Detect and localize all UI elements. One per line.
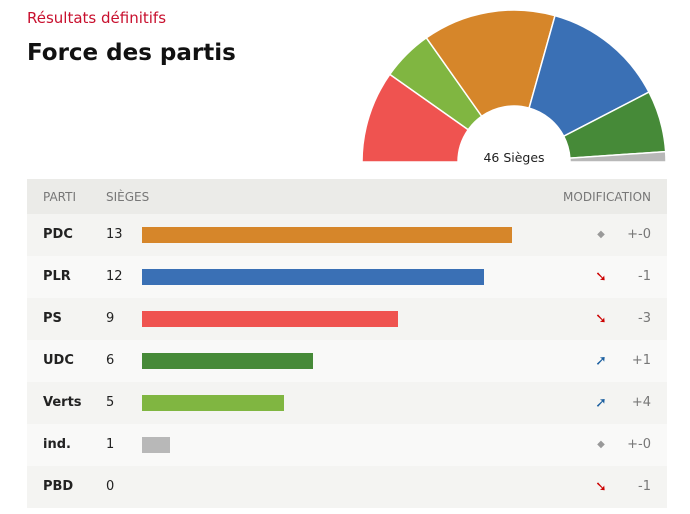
table-row: ind. 1 ◆ +-0 (27, 424, 667, 466)
trend-same-icon: ◆ (597, 229, 605, 240)
seat-change: -1 (638, 269, 651, 284)
hemicycle-segment-plr (528, 14, 650, 138)
subtitle: Résultats définitifs (27, 9, 167, 27)
table-row: PLR 12 ➘ -1 (27, 256, 667, 298)
seat-count: 13 (106, 227, 123, 242)
hemicycle-segment-pdc (425, 9, 556, 118)
seat-count: 6 (106, 353, 115, 368)
seat-count: 1 (106, 437, 115, 452)
party-name: ind. (43, 437, 71, 452)
table-header: PARTI SIÈGES MODIFICATION (27, 179, 667, 214)
header-change: MODIFICATION (563, 189, 651, 204)
seat-change: +-0 (627, 227, 651, 242)
seat-bar (142, 311, 399, 327)
party-name: Verts (43, 395, 82, 410)
hemicycle-chart (361, 9, 667, 163)
results-table: PARTI SIÈGES MODIFICATION PDC 13 ◆ +-0 PL… (27, 179, 667, 508)
seat-count: 0 (106, 479, 115, 494)
hemicycle-segment-ind (569, 150, 667, 163)
seat-bar (142, 395, 285, 411)
seat-change: +1 (631, 353, 651, 368)
seat-change: -1 (638, 479, 651, 494)
trend-same-icon: ◆ (597, 439, 605, 450)
seat-bar (142, 353, 313, 369)
seat-count: 5 (106, 395, 115, 410)
table-row: UDC 6 ➚ +1 (27, 340, 667, 382)
trend-up-icon: ➚ (595, 353, 607, 369)
seat-bar (142, 269, 484, 285)
party-name: PBD (43, 479, 74, 494)
total-seats-label: 46 Sièges (483, 150, 545, 165)
table-row: PBD 0 ➘ -1 (27, 466, 667, 508)
table-row: Verts 5 ➚ +4 (27, 382, 667, 424)
party-name: PS (43, 311, 62, 326)
party-name: UDC (43, 353, 74, 368)
party-name: PLR (43, 269, 71, 284)
seat-count: 12 (106, 269, 123, 284)
trend-down-icon: ➘ (595, 269, 607, 285)
trend-up-icon: ➚ (595, 395, 607, 411)
seat-change: -3 (638, 311, 651, 326)
table-row: PS 9 ➘ -3 (27, 298, 667, 340)
table-row: PDC 13 ◆ +-0 (27, 214, 667, 256)
party-name: PDC (43, 227, 73, 242)
header-party: PARTI (43, 189, 77, 204)
seat-change: +4 (631, 395, 651, 410)
page-title: Force des partis (27, 40, 236, 66)
trend-down-icon: ➘ (595, 311, 607, 327)
seat-count: 9 (106, 311, 115, 326)
seat-change: +-0 (627, 437, 651, 452)
header-seats: SIÈGES (106, 189, 150, 204)
trend-down-icon: ➘ (595, 479, 607, 495)
seat-bar (142, 437, 171, 453)
seat-bar (142, 227, 512, 243)
